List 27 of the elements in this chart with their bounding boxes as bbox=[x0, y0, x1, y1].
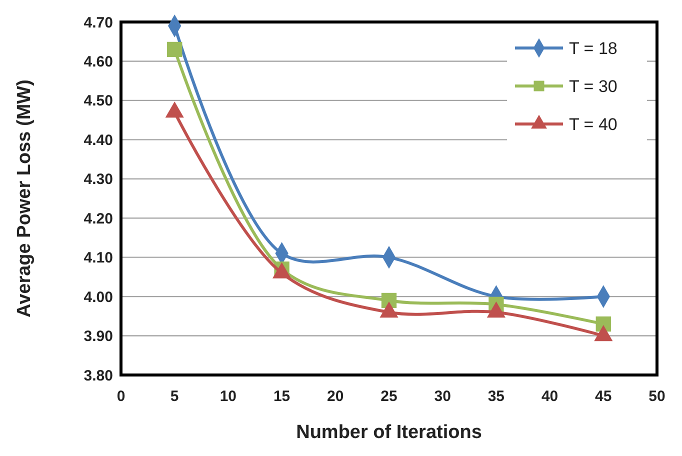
x-tick-label: 25 bbox=[380, 388, 398, 405]
y-tick-label: 4.40 bbox=[84, 132, 113, 149]
y-tick-label: 4.50 bbox=[84, 92, 113, 110]
x-tick-label: 0 bbox=[116, 388, 126, 405]
legend-label: T = 40 bbox=[569, 114, 618, 134]
x-tick-label: 15 bbox=[273, 388, 290, 405]
legend-label: T = 18 bbox=[569, 38, 618, 58]
x-tick-label: 5 bbox=[170, 388, 179, 405]
x-tick-label: 50 bbox=[648, 388, 666, 405]
y-axis-title: Average Power Loss (MW) bbox=[14, 80, 35, 318]
y-tick-label: 4.30 bbox=[84, 171, 113, 188]
point bbox=[167, 42, 182, 58]
y-tick-label: 4.10 bbox=[84, 250, 113, 267]
y-tick-label: 4.20 bbox=[84, 210, 113, 228]
y-tick-label: 4.00 bbox=[84, 288, 113, 306]
x-tick-label: 30 bbox=[434, 388, 451, 405]
y-tick-label: 3.90 bbox=[84, 328, 113, 346]
x-tick-label: 35 bbox=[488, 388, 505, 405]
x-axis-title: Number of Iterations bbox=[296, 422, 482, 443]
x-tick-label: 45 bbox=[595, 388, 612, 405]
x-tick-label: 20 bbox=[327, 388, 344, 405]
y-tick-label: 4.70 bbox=[84, 14, 113, 32]
x-tick-label: 40 bbox=[541, 388, 558, 405]
y-tick-label: 3.80 bbox=[84, 367, 113, 384]
x-tick-label: 10 bbox=[220, 388, 237, 405]
legend-label: T = 30 bbox=[569, 76, 618, 96]
y-tick-label: 4.60 bbox=[84, 53, 113, 70]
